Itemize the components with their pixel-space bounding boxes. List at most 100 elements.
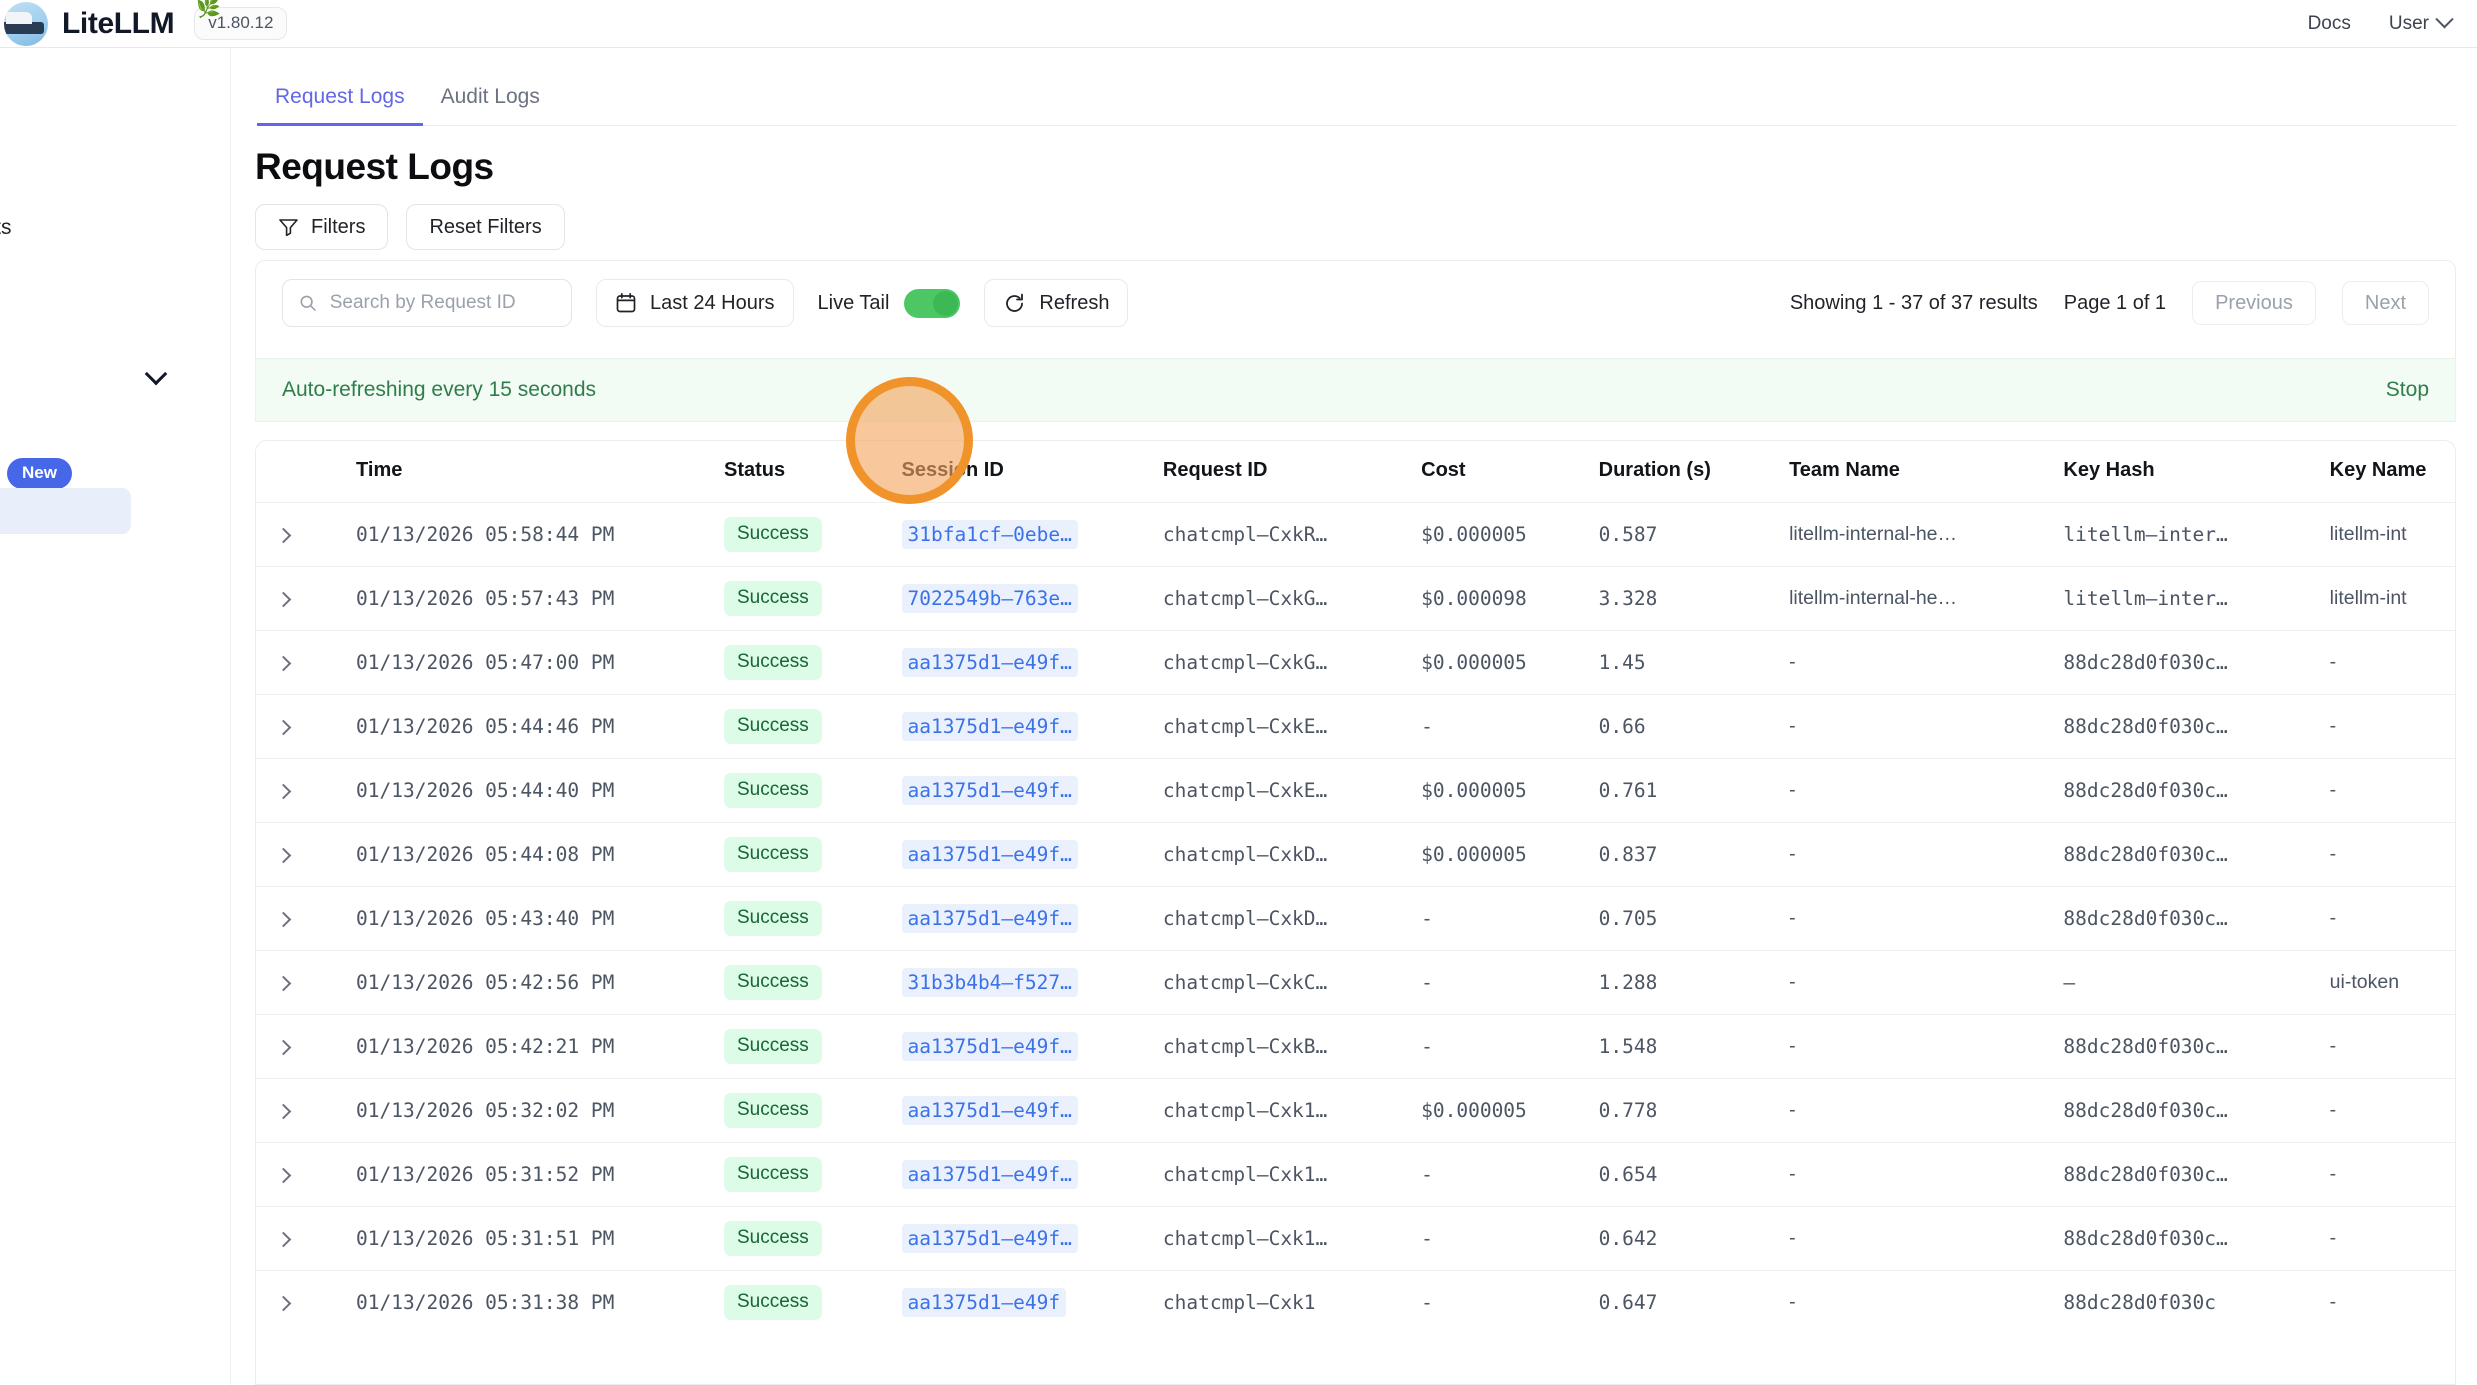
- brand[interactable]: LiteLLM v1.80.12: [0, 1, 288, 46]
- sidebar-expand-icon[interactable]: [144, 362, 168, 386]
- expand-row-button[interactable]: [256, 1014, 357, 1079]
- cell-session-id[interactable]: aa1375d1–e49f: [901, 1270, 1163, 1334]
- table-row[interactable]: 01/13/2026 05:44:40 PM Success aa1375d1–e4…: [256, 758, 2455, 823]
- cell-session-id[interactable]: aa1375d1–e49f…: [901, 630, 1163, 695]
- live-tail-control[interactable]: Live Tail: [818, 288, 961, 318]
- session-id-link[interactable]: aa1375d1–e49f…: [901, 1224, 1078, 1253]
- sidebar-section-access-control: TROL: [0, 565, 182, 582]
- stop-auto-refresh-button[interactable]: Stop: [2385, 378, 2429, 401]
- col-status[interactable]: Status: [723, 441, 902, 503]
- col-duration[interactable]: Duration (s): [1598, 441, 1790, 503]
- table-row[interactable]: 01/13/2026 05:44:08 PM Success aa1375d1–e4…: [256, 822, 2455, 887]
- next-page-button[interactable]: Next: [2341, 281, 2429, 325]
- session-id-link[interactable]: 31bfa1cf–0ebe…: [901, 520, 1078, 549]
- table-row[interactable]: 01/13/2026 05:31:52 PM Success aa1375d1–e4…: [256, 1142, 2455, 1207]
- cell-session-id[interactable]: aa1375d1–e49f…: [901, 1142, 1163, 1207]
- expand-row-button[interactable]: [256, 1078, 357, 1143]
- user-menu[interactable]: User: [2389, 10, 2454, 35]
- session-id-link[interactable]: aa1375d1–e49f…: [901, 1096, 1078, 1125]
- page-indicator: Page 1 of 1: [2063, 291, 2167, 314]
- table-row[interactable]: 01/13/2026 05:32:02 PM Success aa1375d1–e4…: [256, 1078, 2455, 1143]
- table-row[interactable]: 01/13/2026 05:43:40 PM Success aa1375d1–e4…: [256, 886, 2455, 951]
- col-expand: [256, 441, 357, 503]
- cell-session-id[interactable]: 31b3b4b4–f527…: [901, 950, 1163, 1015]
- col-session-id[interactable]: Session ID: [901, 441, 1163, 503]
- session-id-link[interactable]: 31b3b4b4–f527…: [901, 968, 1078, 997]
- sidebar-item-endpoints[interactable]: + Endpoints: [0, 216, 12, 239]
- expand-row-button[interactable]: [256, 1142, 357, 1207]
- expand-row-button[interactable]: [256, 822, 357, 887]
- session-id-link[interactable]: aa1375d1–e49f…: [901, 712, 1078, 741]
- live-tail-toggle[interactable]: [904, 288, 961, 318]
- col-key-hash[interactable]: Key Hash: [2063, 441, 2330, 503]
- col-team-name[interactable]: Team Name: [1789, 441, 2064, 503]
- session-id-link[interactable]: aa1375d1–e49f…: [901, 904, 1078, 933]
- refresh-button[interactable]: Refresh: [984, 279, 1129, 327]
- session-id-link[interactable]: aa1375d1–e49f…: [901, 776, 1078, 805]
- table-row[interactable]: 01/13/2026 05:31:38 PM Success aa1375d1–e4…: [256, 1270, 2455, 1334]
- col-time[interactable]: Time: [356, 441, 724, 503]
- search-box[interactable]: [282, 279, 572, 327]
- col-key-name[interactable]: Key Name: [2329, 441, 2455, 503]
- table-row[interactable]: 01/13/2026 05:42:56 PM Success 31b3b4b4–f5…: [256, 950, 2455, 1015]
- reset-filters-button[interactable]: Reset Filters: [406, 204, 565, 250]
- cell-session-id[interactable]: aa1375d1–e49f…: [901, 1078, 1163, 1143]
- cell-session-id[interactable]: aa1375d1–e49f…: [901, 886, 1163, 951]
- expand-row-button[interactable]: [256, 886, 357, 951]
- cell-key-hash: –: [2063, 950, 2330, 1015]
- sidebar-item-organizations[interactable]: ations: [0, 670, 182, 710]
- expand-row-button[interactable]: [256, 566, 357, 631]
- table-row[interactable]: 01/13/2026 05:47:00 PM Success aa1375d1–e4…: [256, 630, 2455, 695]
- status-badge: Success: [723, 581, 822, 616]
- cell-key-hash: 88dc28d0f030c…: [2063, 1014, 2330, 1079]
- expand-row-button[interactable]: [256, 502, 357, 567]
- table-row[interactable]: 01/13/2026 05:57:43 PM Success 7022549b–76…: [256, 566, 2455, 631]
- cell-session-id[interactable]: 7022549b–763e…: [901, 566, 1163, 631]
- cell-session-id[interactable]: aa1375d1–e49f…: [901, 1014, 1163, 1079]
- session-id-link[interactable]: aa1375d1–e49f: [901, 1288, 1067, 1317]
- sidebar-item-api-reference[interactable]: erence: [0, 808, 182, 848]
- sidebar-item-keys[interactable]: Keys: [0, 130, 182, 170]
- sidebar-item-guardrails[interactable]: ils: [0, 324, 182, 364]
- col-request-id[interactable]: Request ID: [1162, 441, 1422, 503]
- cell-team-name: litellm-internal-he…: [1789, 502, 2064, 567]
- cell-key-hash: 88dc28d0f030c…: [2063, 630, 2330, 695]
- col-cost[interactable]: Cost: [1421, 441, 1599, 503]
- filter-actions: Filters Reset Filters: [255, 204, 565, 250]
- sidebar-item-logs-active[interactable]: [0, 488, 131, 534]
- session-id-link[interactable]: aa1375d1–e49f…: [901, 1160, 1078, 1189]
- leaf-icon: 🌿: [196, 0, 221, 19]
- expand-row-button[interactable]: [256, 630, 357, 695]
- previous-page-button[interactable]: Previous: [2192, 281, 2316, 325]
- docs-link[interactable]: Docs: [2307, 12, 2351, 34]
- sidebar-item-mcp-servers[interactable]: rvers: [0, 285, 182, 325]
- tab-audit-logs[interactable]: Audit Logs: [440, 85, 540, 108]
- date-range-picker[interactable]: Last 24 Hours: [596, 279, 794, 327]
- cell-session-id[interactable]: 31bfa1cf–0ebe…: [901, 502, 1163, 567]
- cell-request-id: chatcmpl–Cxk1…: [1162, 1206, 1422, 1271]
- table-row[interactable]: 01/13/2026 05:58:44 PM Success 31bfa1cf–0e…: [256, 502, 2455, 567]
- table-row[interactable]: 01/13/2026 05:44:46 PM Success aa1375d1–e4…: [256, 694, 2455, 759]
- tab-request-logs[interactable]: Request Logs: [257, 85, 423, 126]
- expand-row-button[interactable]: [256, 758, 357, 823]
- session-id-link[interactable]: aa1375d1–e49f…: [901, 648, 1078, 677]
- expand-row-button[interactable]: [256, 950, 357, 1015]
- expand-row-button[interactable]: [256, 694, 357, 759]
- cell-status: Success: [723, 758, 902, 823]
- expand-row-button[interactable]: [256, 1206, 357, 1271]
- sidebar-item-teams[interactable]: s: [0, 709, 182, 749]
- search-input[interactable]: [327, 291, 555, 315]
- session-id-link[interactable]: aa1375d1–e49f…: [901, 840, 1078, 869]
- cell-session-id[interactable]: aa1375d1–e49f…: [901, 822, 1163, 887]
- cell-session-id[interactable]: aa1375d1–e49f…: [901, 758, 1163, 823]
- table-row[interactable]: 01/13/2026 05:42:21 PM Success aa1375d1–e4…: [256, 1014, 2455, 1079]
- filters-button[interactable]: Filters: [255, 204, 389, 250]
- sidebar-item-playground[interactable]: und: [0, 169, 182, 209]
- expand-row-button[interactable]: [256, 1270, 357, 1334]
- cell-session-id[interactable]: aa1375d1–e49f…: [901, 694, 1163, 759]
- table-row[interactable]: 01/13/2026 05:31:51 PM Success aa1375d1–e4…: [256, 1206, 2455, 1271]
- session-id-link[interactable]: 7022549b–763e…: [901, 584, 1078, 613]
- cell-session-id[interactable]: aa1375d1–e49f…: [901, 1206, 1163, 1271]
- session-id-link[interactable]: aa1375d1–e49f…: [901, 1032, 1078, 1061]
